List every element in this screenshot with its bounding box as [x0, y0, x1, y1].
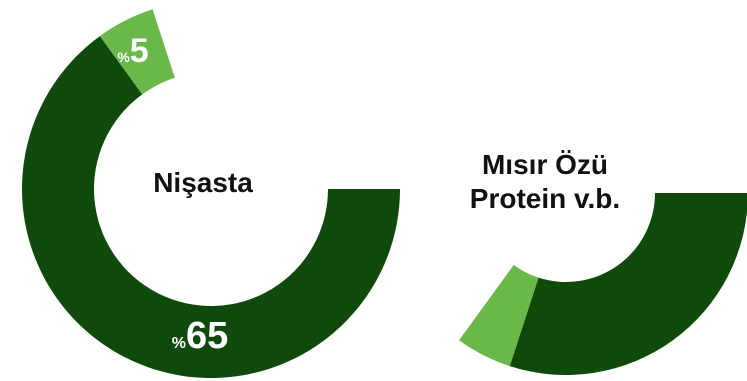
donut-2-slice-1-label: %30	[593, 47, 647, 88]
donut-1-slice-2-prefix: %	[117, 49, 130, 65]
donut-1-slice-1	[21, 36, 401, 378]
donut-1-slice-2-value: 5	[130, 32, 149, 70]
donut-1-slice-2	[99, 9, 175, 95]
donut-1-center-label: Nişasta	[153, 167, 253, 198]
donut-2-slice-2-prefix: %	[449, 58, 462, 74]
donut-1-slice-1-label: %65	[172, 315, 229, 357]
donut-2-slice-1	[509, 193, 747, 375]
donut-2-slice-2	[459, 265, 539, 367]
donut-1-slice-2-label: %5	[117, 32, 148, 70]
donut-2-slice-1-prefix: %	[593, 67, 607, 84]
donut-1-slice-1-value: 65	[186, 315, 228, 357]
donut-2-center-line-1: Mısır Özü	[481, 149, 608, 180]
donut-2-slice-1-value: 30	[607, 47, 647, 88]
donut-1-slice-1-prefix: %	[172, 335, 186, 352]
donut-2-center-label: Mısır Özü Protein v.b.	[430, 148, 660, 215]
donut-2-center-line-2: Protein v.b.	[469, 182, 621, 214]
donut-2-slice-2-label: %5	[449, 41, 480, 79]
donut-2-slice-2-value: 5	[462, 41, 481, 79]
